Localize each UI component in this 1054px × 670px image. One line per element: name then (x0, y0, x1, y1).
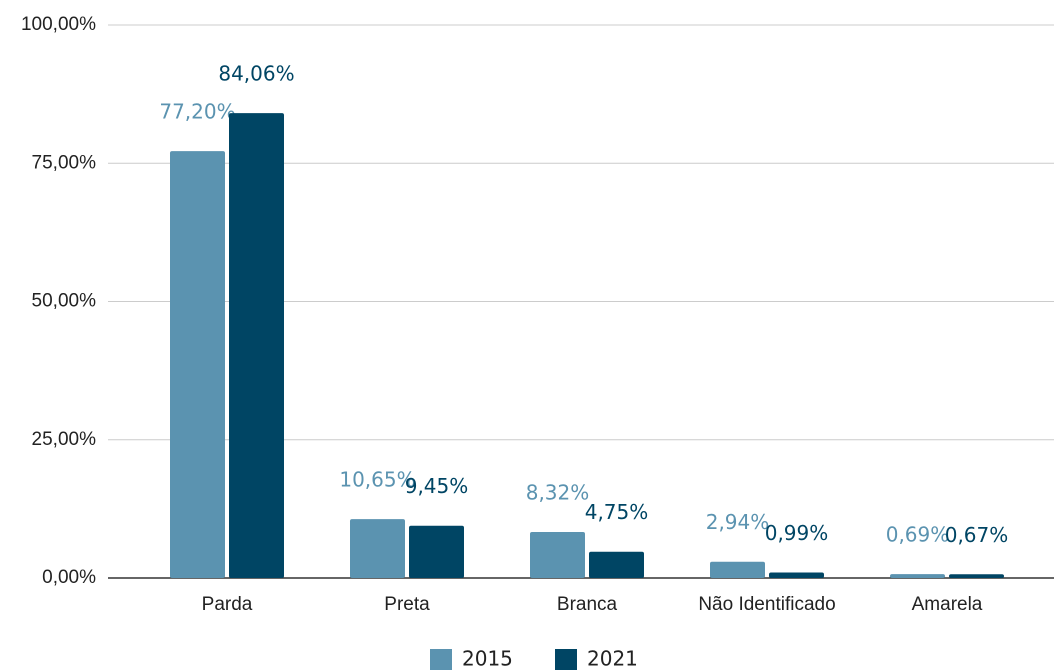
bar (949, 574, 1004, 578)
bar (409, 525, 464, 578)
bar (589, 551, 644, 578)
bar (229, 113, 284, 579)
bar (710, 561, 765, 578)
y-tick-label: 0,00% (42, 567, 96, 588)
value-label: 4,75% (585, 500, 649, 524)
bar (530, 531, 585, 578)
value-label: 10,65% (339, 468, 415, 492)
x-tick-label: Preta (384, 594, 430, 615)
y-tick-label: 25,00% (32, 429, 97, 450)
legend-label: 2021 (587, 647, 638, 670)
legend-swatch (555, 649, 577, 670)
y-tick-label: 75,00% (32, 152, 97, 173)
x-tick-label: Amarela (912, 594, 983, 615)
x-tick-label: Não Identificado (698, 594, 835, 615)
value-label: 8,32% (526, 480, 590, 504)
value-label: 2,94% (706, 510, 770, 534)
value-label: 0,99% (765, 521, 829, 545)
x-tick-label: Parda (202, 594, 253, 615)
bar (350, 519, 405, 578)
value-label: 0,69% (886, 523, 950, 547)
y-tick-label: 50,00% (32, 291, 97, 312)
bar (769, 572, 824, 578)
x-tick-label: Branca (557, 594, 618, 615)
value-label: 0,67% (945, 523, 1009, 547)
legend-swatch (430, 649, 452, 670)
legend-label: 2015 (462, 647, 513, 670)
value-label: 9,45% (405, 474, 469, 498)
value-label: 77,20% (159, 100, 235, 124)
bar (890, 574, 945, 578)
bar (170, 151, 225, 579)
y-tick-label: 100,00% (21, 14, 96, 35)
value-label: 84,06% (218, 62, 294, 86)
